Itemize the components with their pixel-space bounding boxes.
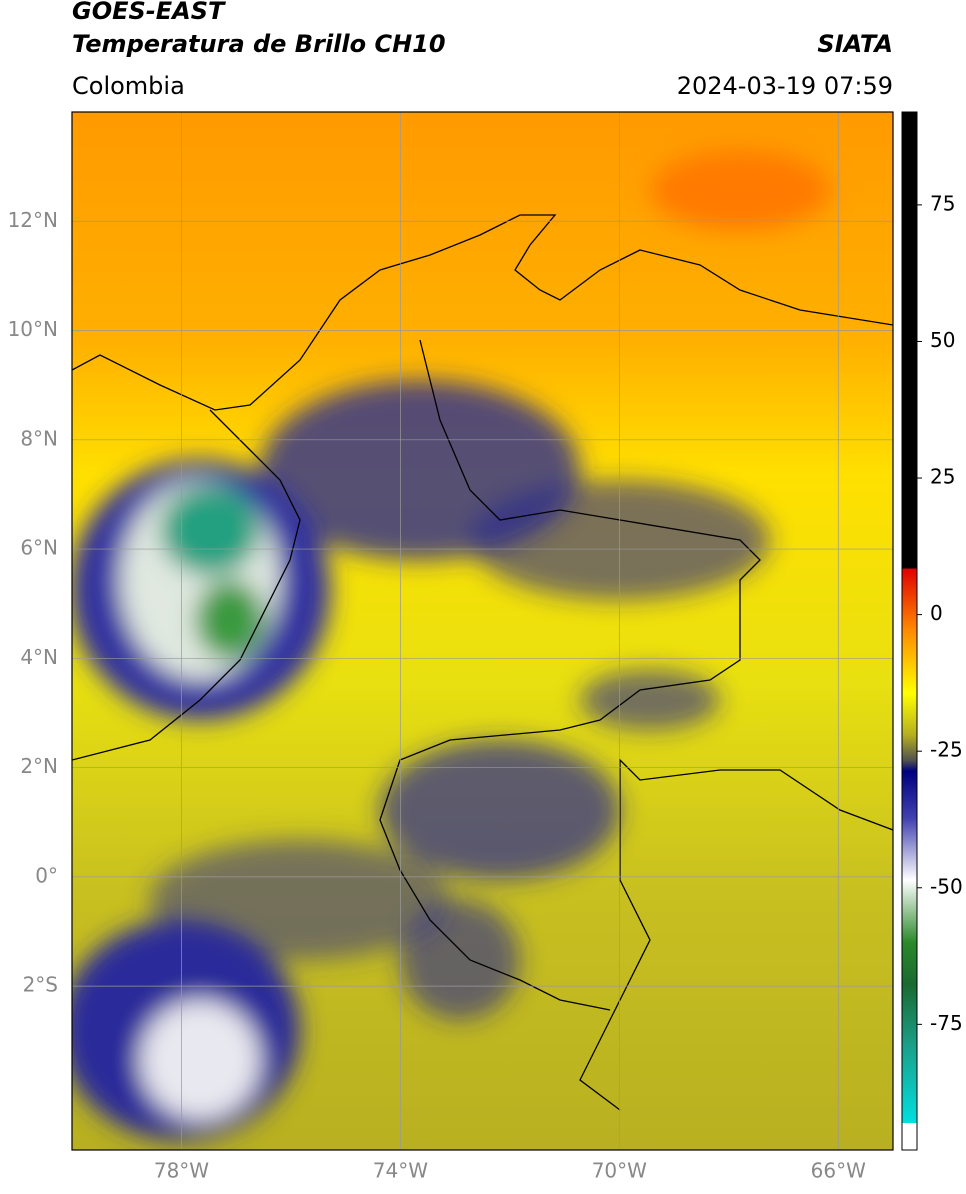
colorbar-tick-label: 75 xyxy=(930,191,955,215)
lat-tick-label: 0° xyxy=(35,863,58,887)
colorbar-tick-label: 25 xyxy=(930,465,955,489)
lat-tick-label: 2°S xyxy=(23,973,58,997)
map-frame xyxy=(71,111,894,1151)
lat-tick-label: 4°N xyxy=(20,645,58,669)
source: SIATA xyxy=(817,30,893,58)
lat-tick-label: 2°N xyxy=(20,754,58,778)
colorbar-tick-label: -75 xyxy=(930,1011,963,1035)
borders xyxy=(72,214,893,1111)
graticule xyxy=(72,112,893,1150)
datetime: 2024-03-19 07:59 xyxy=(677,72,893,100)
lon-tick-label: 74°W xyxy=(373,1159,428,1183)
lat-tick-label: 12°N xyxy=(8,208,58,232)
lat-tick-label: 8°N xyxy=(20,426,58,450)
satellite-image xyxy=(72,112,893,1150)
lon-tick-label: 66°W xyxy=(811,1159,866,1183)
lat-tick-label: 6°N xyxy=(20,536,58,560)
colorbar-tick-label: -50 xyxy=(930,874,963,898)
lon-tick-label: 78°W xyxy=(154,1159,209,1183)
cloud-fields xyxy=(72,150,830,1140)
region: Colombia xyxy=(72,72,185,100)
product: Temperatura de Brillo CH10 xyxy=(72,30,446,58)
lon-tick-label: 70°W xyxy=(592,1159,647,1183)
colorbar-tick-label: 0 xyxy=(930,601,943,625)
colorbar-tick-label: -25 xyxy=(930,738,963,762)
lat-tick-label: 10°N xyxy=(8,317,58,341)
satellite: GOES-EAST xyxy=(72,0,226,25)
colorbar xyxy=(901,111,918,1151)
colorbar-tick-label: 50 xyxy=(930,328,955,352)
